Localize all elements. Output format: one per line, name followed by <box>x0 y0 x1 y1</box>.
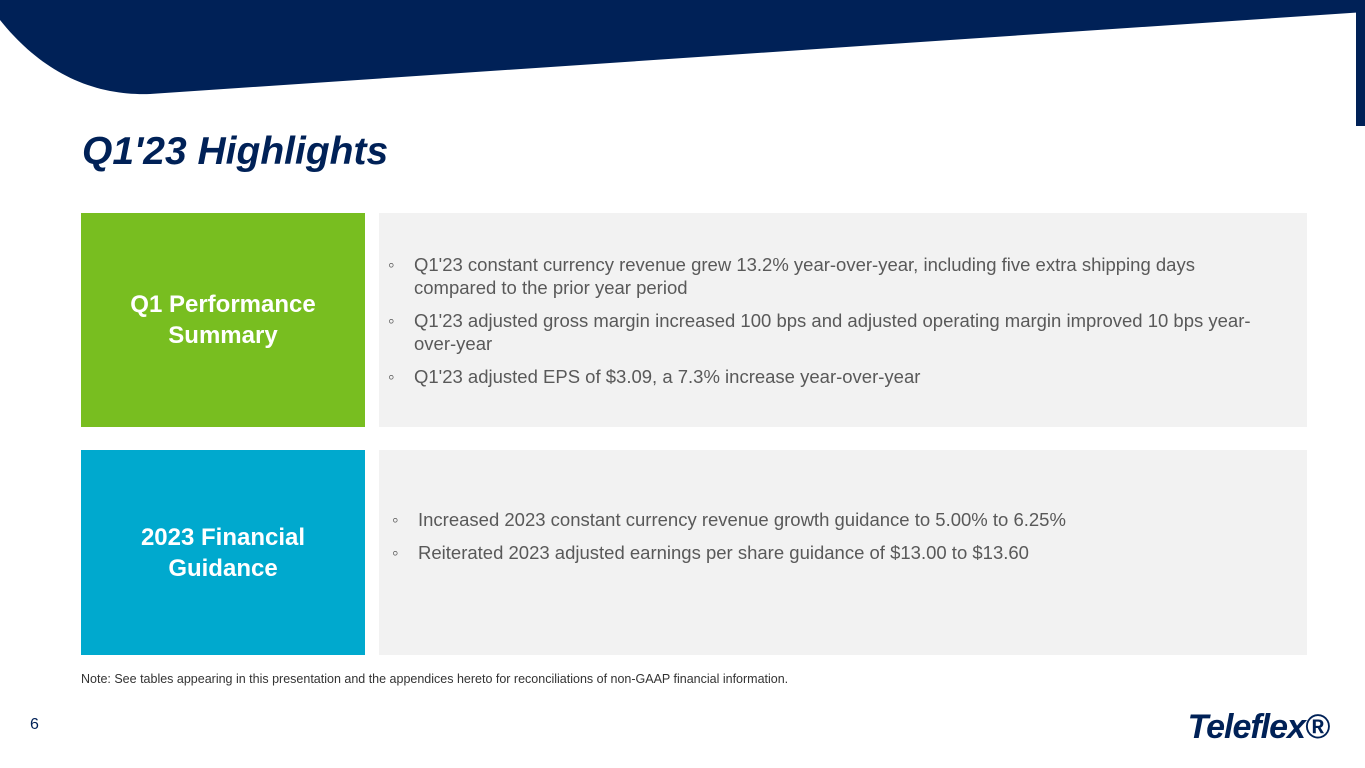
bullet: Q1'23 adjusted EPS of $3.09, a 7.3% incr… <box>388 365 1264 388</box>
bullet: Q1'23 adjusted gross margin increased 10… <box>388 309 1264 355</box>
bullet: Q1'23 constant currency revenue grew 13.… <box>388 253 1264 299</box>
page-number: 6 <box>30 716 39 733</box>
title: Q1'23 Highlights <box>82 130 389 173</box>
section-label: Q1 Performance Summary <box>81 213 365 427</box>
bullet: Reiterated 2023 adjusted earnings per sh… <box>392 541 1268 564</box>
section-panel: Q1'23 constant currency revenue grew 13.… <box>379 213 1307 427</box>
bullet-list: Increased 2023 constant currency revenue… <box>392 498 1307 574</box>
header-shape <box>0 0 1365 126</box>
bullet-list: Q1'23 constant currency revenue grew 13.… <box>388 243 1307 398</box>
logo: Teleflex® <box>1187 708 1330 746</box>
bullet: Increased 2023 constant currency revenue… <box>392 508 1268 531</box>
section-label: 2023 Financial Guidance <box>81 450 365 655</box>
section-panel: Increased 2023 constant currency revenue… <box>379 450 1307 655</box>
footnote: Note: See tables appearing in this prese… <box>81 672 789 686</box>
